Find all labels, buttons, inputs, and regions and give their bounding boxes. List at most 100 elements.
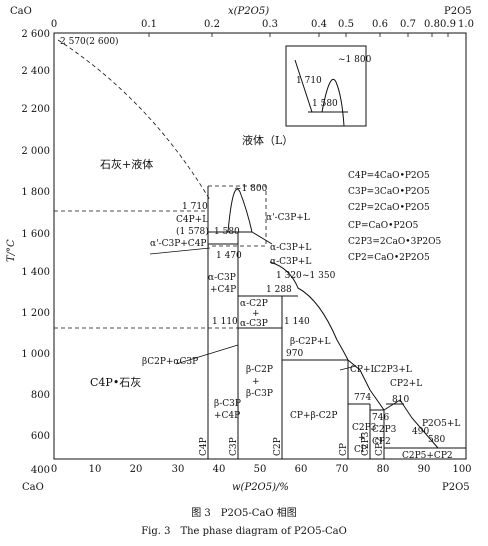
top-tick: 0.1	[141, 19, 157, 30]
bottom-tick: 90	[418, 464, 431, 475]
label-alpha-c3p-c4p: α'-C3P+C4P	[150, 239, 206, 249]
label-t970: 970	[286, 349, 303, 359]
left-axis-title: T/°C	[6, 239, 17, 262]
zoom-box-dashed	[207, 185, 267, 247]
label-t774: 774	[354, 393, 371, 403]
top-tick: 0.8	[424, 19, 440, 30]
label-t1800: ~1 800	[234, 184, 268, 194]
top-axis-ticks: 0 0.1 0.2 0.3 0.4 0.5 0.6 0.7 0.8 0.9 1.…	[51, 19, 474, 30]
caption-cn: 图 3 P2O5-CaO 相图	[191, 506, 297, 519]
label-t1350: ~1 350	[302, 271, 336, 281]
bottom-tick: 40	[213, 464, 226, 475]
label-plus: +	[252, 309, 260, 319]
bottom-axis-title: w(P2O5)/%	[232, 482, 289, 493]
vlabel-cp: CP	[339, 443, 349, 456]
label-beta-c2p-l: β-C2P+L	[290, 337, 330, 347]
label-t580: 580	[428, 435, 445, 445]
legend-item: CP2=CaO•2P2O5	[348, 253, 430, 263]
top-axis-title: x(P2O5)	[228, 6, 269, 17]
label-cp-l: CP+L	[350, 365, 376, 375]
top-tick-marks	[148, 33, 449, 37]
label-cp: CP	[354, 445, 367, 455]
top-tick: 0.3	[262, 19, 278, 30]
label-t1710: 1 710	[182, 202, 208, 212]
label-c2p3: C2P3	[352, 423, 377, 433]
label-alpha-c3p: α-C3P	[208, 273, 236, 283]
left-tick: 2 200	[21, 104, 50, 115]
vlabel-c2p3: C2P3	[361, 431, 371, 456]
leader-cp-l	[339, 365, 357, 371]
label-t810: 810	[392, 395, 409, 405]
left-tick: 1 600	[21, 229, 50, 240]
top-axis-left-label: CaO	[10, 6, 32, 17]
label-t1578: (1 578)	[176, 226, 209, 237]
label-cp-bc2p: CP+β-C2P	[290, 411, 337, 421]
vlabel-c2p: C2P	[273, 437, 283, 456]
left-tick: 800	[31, 390, 50, 401]
label-b-c2p: β-C2P	[246, 365, 273, 375]
bottom-tick: 0	[51, 464, 57, 475]
vlabel-c3p: C3P	[229, 437, 239, 456]
label-t1320: 1 320	[276, 271, 302, 281]
label-plus-2: +	[358, 433, 366, 443]
label-c2p3-2: C2P3	[372, 425, 397, 435]
top-tick: 1.0	[458, 19, 474, 30]
leader-bc2p-ac3p	[175, 344, 239, 365]
inset-t1710: 1 710	[296, 76, 322, 86]
top-tick: 0.6	[372, 19, 388, 30]
label-c2p3-l: C2P3+L	[374, 365, 412, 375]
plot-frame	[53, 32, 467, 460]
label-cp2-l: CP2+L	[390, 379, 422, 389]
c3p-maximum-curve	[227, 188, 253, 233]
label-b-c3p: β-C3P	[246, 389, 273, 399]
bottom-axis-left-label: CaO	[22, 482, 44, 493]
label-c4p-2: +C4P	[214, 411, 240, 421]
liquidus-lime-dashed	[57, 39, 211, 201]
label-cp2: CP2	[372, 437, 391, 447]
label-b-c3p-2: β-C3P	[214, 399, 241, 409]
left-tick: 600	[31, 431, 50, 442]
left-tick: 2 400	[21, 66, 50, 77]
label-alpha-c3p-l-2: α-C3P+L	[270, 243, 311, 253]
liquidus-cp	[347, 359, 371, 391]
left-axis-ticks: 2 600 2 400 2 200 2 000 1 800 1 600 1 40…	[21, 29, 50, 476]
bottom-tick: 50	[254, 464, 267, 475]
left-tick: 400	[31, 465, 50, 476]
legend-item: C4P=4CaO•P2O5	[348, 171, 430, 181]
top-tick: 0.7	[400, 19, 416, 30]
label-alpha-c3p-b: α-C3P	[240, 319, 268, 329]
legend-item: CP=CaO•P2O5	[348, 221, 419, 231]
legend-item: C2P3=2CaO•3P2O5	[348, 237, 441, 247]
bottom-tick: 30	[172, 464, 185, 475]
label-c4p-l: C4P+L	[176, 215, 208, 225]
caption-en: Fig. 3 The phase diagram of P2O5-CaO	[141, 526, 347, 537]
label-lime-liquid: 石灰+液体	[100, 157, 153, 171]
compound-legend: C4P=4CaO•P2O5 C3P=3CaO•P2O5 C2P=2CaO•P2O…	[348, 171, 441, 263]
top-tick: 0	[51, 19, 57, 30]
inset-frame	[285, 45, 367, 127]
label-t490: 490	[412, 427, 429, 437]
left-tick: 1 200	[21, 308, 50, 319]
top-tick: 0.9	[440, 19, 456, 30]
label-c4p-lime: C4P•石灰	[90, 375, 141, 389]
left-tick: 1 800	[21, 187, 50, 198]
label-liquid: 液体（L）	[242, 133, 293, 147]
bottom-axis-ticks: 0 10 20 30 40 50 60 70 80 90 100	[51, 464, 472, 475]
bottom-tick: 100	[452, 464, 471, 475]
label-t746: 746	[372, 413, 389, 423]
legend-item: C2P=2CaO•P2O5	[348, 203, 430, 213]
top-axis-right-label: P2O5	[444, 6, 472, 17]
label-p2o5-l: P2O5+L	[422, 419, 460, 429]
label-melt-point: 2 570(2 600)	[60, 36, 119, 47]
label-t1470: 1 470	[216, 251, 242, 261]
left-tick: 2 000	[21, 146, 50, 157]
left-tick: 2 600	[21, 29, 50, 40]
label-alpha-c3p-l-1: α'-C3P+L	[266, 213, 310, 223]
label-t1140: 1 140	[284, 317, 310, 327]
vlabel-c4p: C4P	[199, 437, 209, 456]
bottom-tick: 80	[377, 464, 390, 475]
left-tick: 1 400	[21, 267, 50, 278]
bottom-tick: 20	[130, 464, 143, 475]
label-t1580: 1 580	[214, 227, 240, 237]
